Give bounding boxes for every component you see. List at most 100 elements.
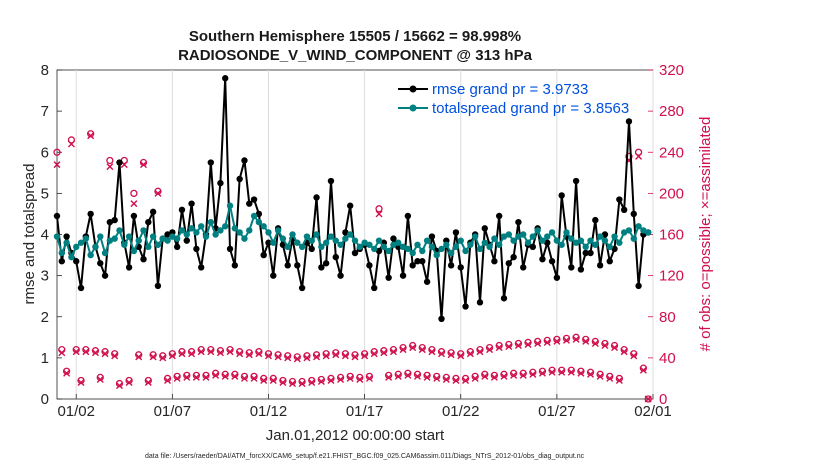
obs-assimilated-stroke [164,376,172,384]
obs-assimilated-stroke [394,372,402,380]
rmse-point [385,274,392,281]
obs-assimilated-stroke [260,376,268,384]
obs-assimilated-stroke [510,371,518,379]
totalspread-point [250,212,258,220]
obs-assimilated-marker [192,373,200,381]
totalspread-point [82,235,90,242]
obs-assimilated-marker [418,346,426,354]
obs-assimilated-marker [548,368,556,376]
obs-assimilated-stroke [548,368,556,376]
totalspread-point [529,233,537,240]
legend-spread-label: totalspread grand pr = 3.8563 [432,100,629,117]
obs-assimilated-stroke [486,346,494,354]
obs-assimilated-stroke [500,372,508,380]
y-tick-label: 1 [41,350,49,367]
obs-assimilated-stroke [245,351,253,359]
obs-assimilated-marker [409,344,417,352]
grid [75,70,654,399]
obs-assimilated-stroke [197,348,205,356]
obs-assimilated-marker [423,373,431,381]
totalspread-point [97,233,104,240]
totalspread-point [313,231,320,238]
obs-assimilated-marker [279,379,287,387]
obs-possible-marker [67,136,76,144]
obs-assimilated-stroke [601,342,609,350]
obs-assimilated-stroke [264,352,272,360]
rmse-point [342,229,349,236]
obs-assimilated-marker [380,349,388,357]
rmse-point [606,258,613,265]
y-tick-label: 7 [41,103,49,120]
totalspread-point [361,239,368,246]
rmse-point [630,210,637,218]
rmse-point [164,231,171,238]
obs-assimilated-stroke [240,374,248,382]
totalspread-point [495,241,503,248]
totalspread-point [500,233,508,240]
obs-assimilated-marker [389,348,397,356]
totalspread-point [308,237,315,244]
obs-assimilated-marker [447,351,455,359]
totalspread-point [241,235,248,242]
obs-assimilated-stroke [313,353,321,361]
totalspread-point [111,235,118,242]
y-tick-label: 4 [41,227,49,244]
obs-assimilated-marker [596,372,604,380]
rmse-point [178,206,186,214]
totalspread-point [625,227,633,234]
obs-assimilated-marker [327,376,335,384]
rmse-point [635,282,642,290]
rmse-point [87,210,94,218]
rmse-point [298,284,306,292]
y-right-tick-label: 240 [659,144,684,161]
rmse-point [423,278,431,285]
rmse-point [250,196,258,203]
rmse-point [495,212,503,220]
obs-assimilated-marker [178,350,186,358]
rmse-point [625,118,633,125]
totalspread-point [380,243,388,251]
rmse-point [313,194,320,201]
y-right-tick-label: 0 [659,391,667,408]
legend-rmse-label: rmse grand pr = 3.9733 [432,81,588,98]
rmse-point [217,179,224,187]
totalspread-point [351,237,359,244]
rmse-point [97,260,104,267]
rmse-point [145,218,152,226]
obs-assimilated-stroke [269,376,277,384]
totalspread-point [337,241,344,248]
obs-assimilated-marker [140,161,148,169]
totalspread-point [620,229,628,236]
obs-possible-marker [130,189,138,198]
obs-assimilated-stroke [365,374,373,382]
totalspread-point [423,237,431,244]
rmse-point [207,159,215,166]
obs-assimilated-stroke [106,163,114,171]
totalspread-point [399,243,407,251]
obs-assimilated-stroke [284,354,292,362]
obs-assimilated-marker [442,375,450,383]
totalspread-point [197,223,205,230]
obs-assimilated-marker [245,351,253,359]
chart-title: Southern Hemisphere 15505 / 15662 = 98.9… [189,28,521,45]
x-tick-label: 01/12 [250,403,288,420]
totalspread-point [169,233,176,240]
totalspread-point [130,247,138,255]
obs-assimilated-marker [96,375,104,383]
obs-assimilated-marker [361,352,369,360]
rmse-point [197,264,205,271]
legend-spread-marker [409,104,417,112]
obs-assimilated-marker [562,336,570,344]
obs-assimilated-stroke [327,376,335,384]
obs-assimilated-marker [370,350,378,358]
totalspread-point [611,233,618,240]
totalspread-point [548,229,556,236]
obs-assimilated-marker [149,353,157,361]
totalspread-point [447,249,455,257]
y-right-tick-label: 120 [659,268,684,285]
y-tick-label: 3 [41,268,49,285]
obs-assimilated-stroke [212,371,220,379]
obs-assimilated-stroke [115,382,123,390]
totalspread-point [553,237,561,244]
y-right-tick-label: 200 [659,185,684,202]
